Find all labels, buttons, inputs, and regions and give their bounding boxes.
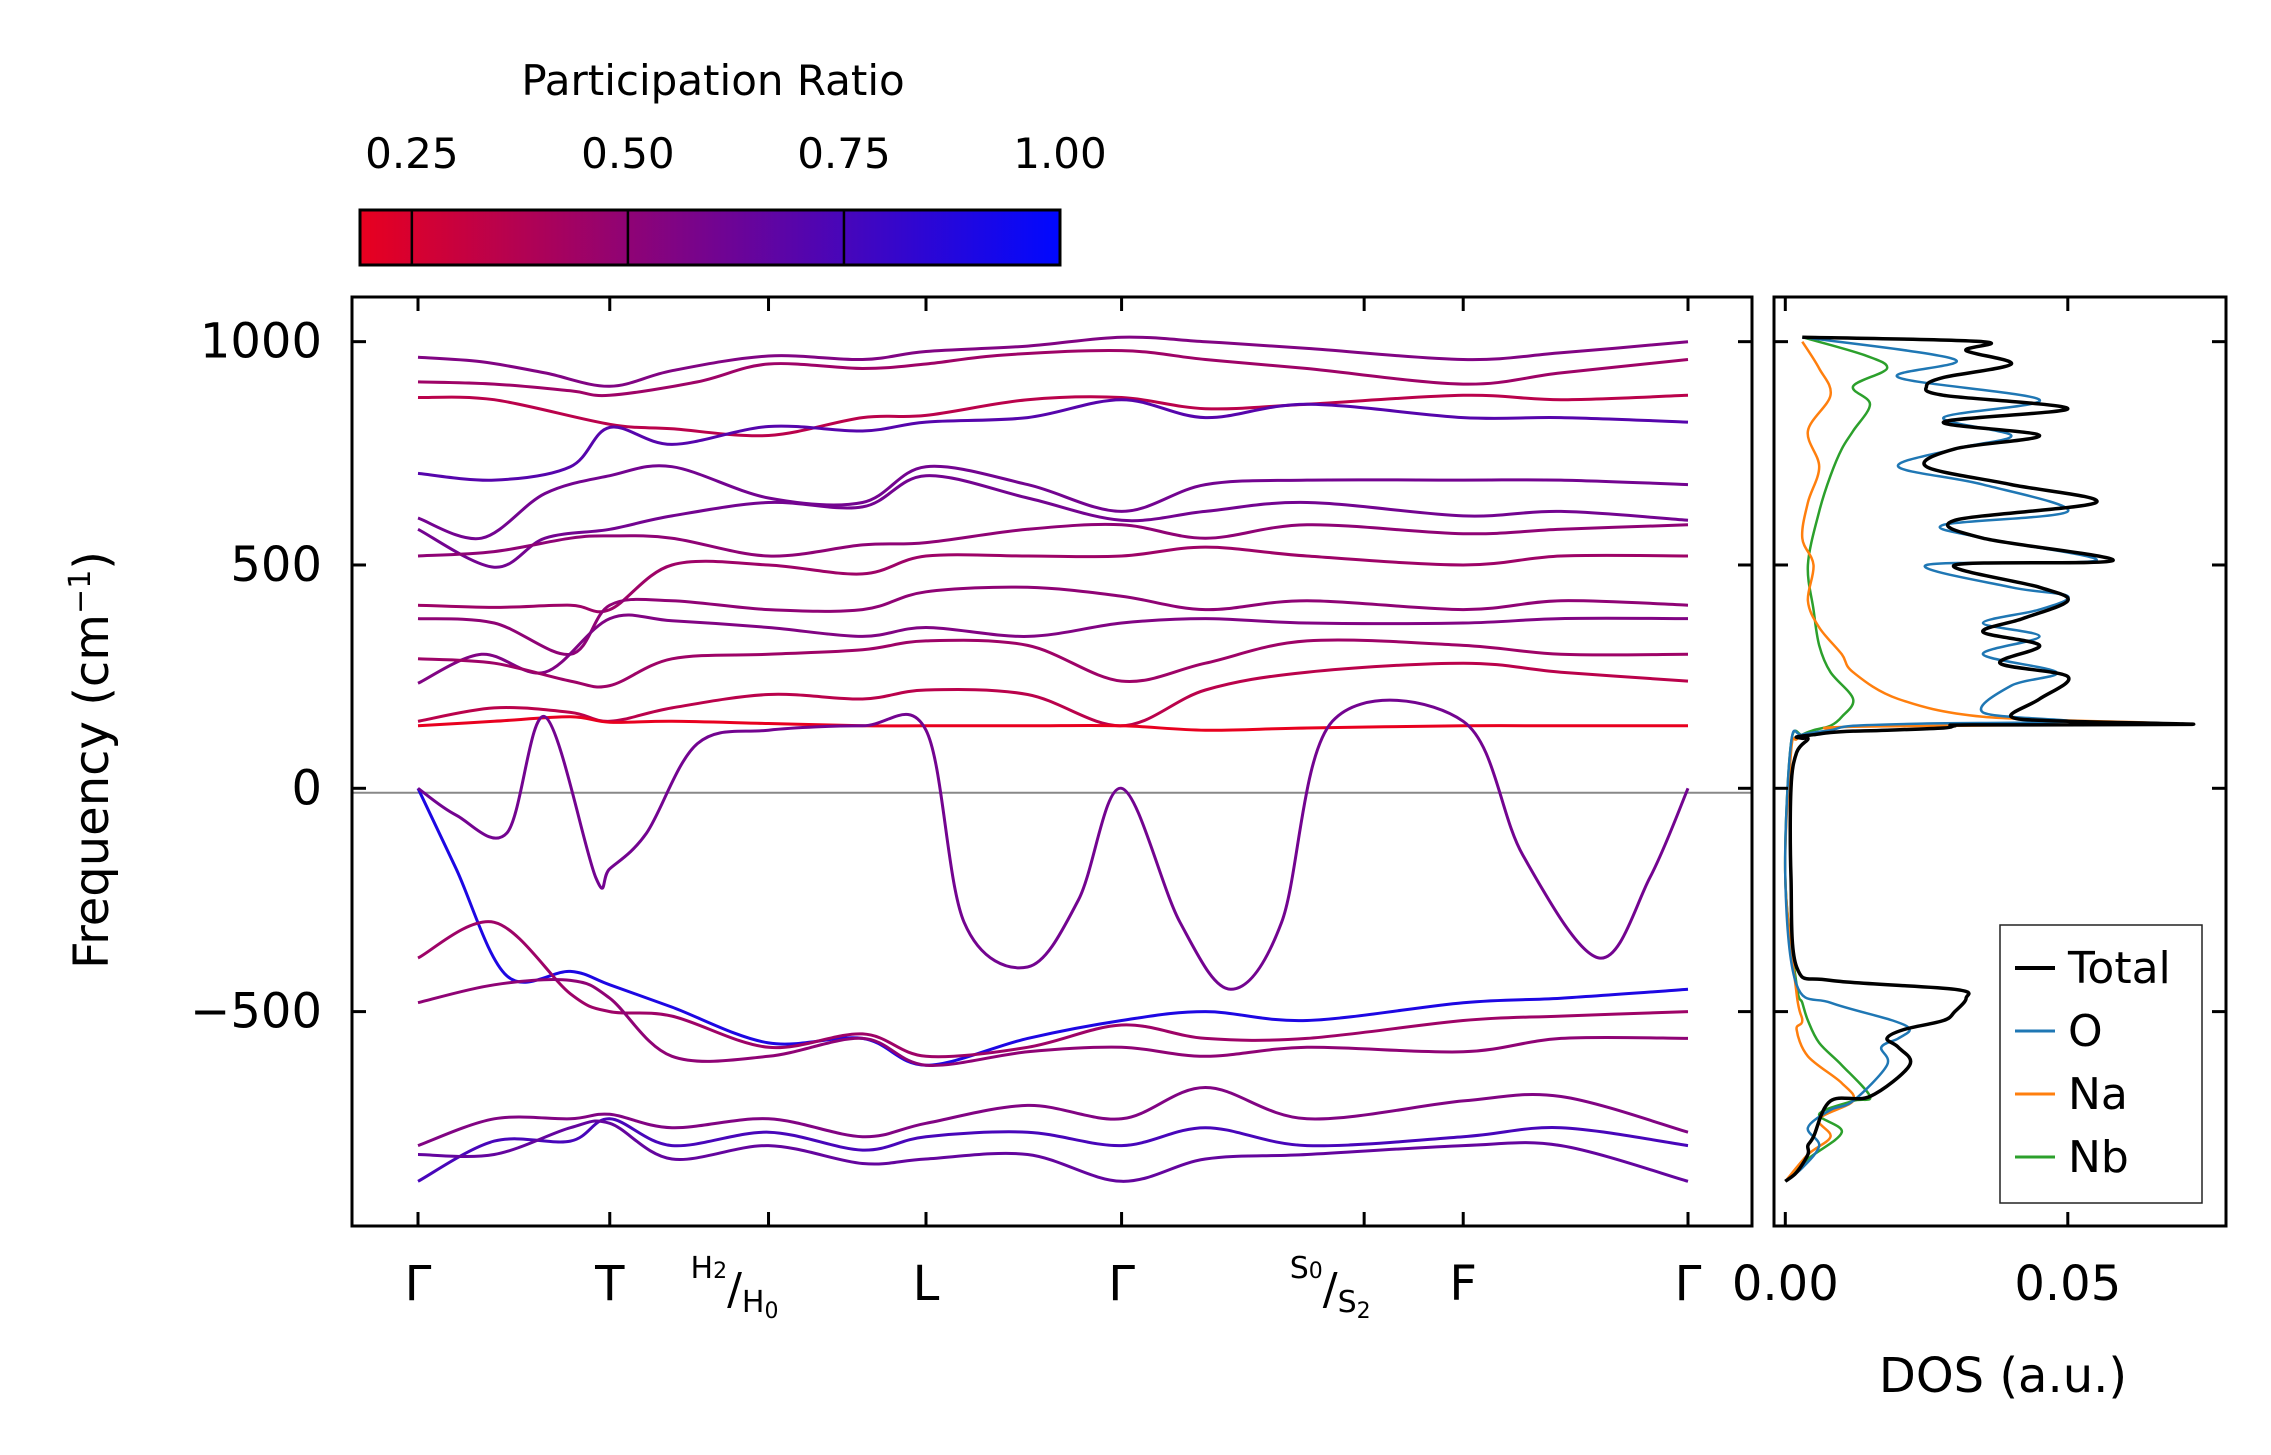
legend-label: Nb	[2068, 1132, 2129, 1183]
band-line	[417, 1119, 1689, 1183]
legend: Total O Na Nb	[1999, 924, 2203, 1204]
kpoint-label: Γ	[1108, 1256, 1135, 1312]
dos-panel: 0.00 0.05 DOS (a.u.) Total O Na Nb	[1732, 295, 2228, 1404]
legend-label: Na	[2068, 1069, 2128, 1120]
dos-line-na	[1783, 341, 2156, 1183]
colorbar-title: Participation Ratio	[521, 56, 904, 105]
colorbar-gradient	[358, 208, 1062, 267]
colorbar-tick-label: 0.25	[365, 129, 459, 178]
y-tick-label: 0	[291, 760, 322, 816]
band-line	[417, 393, 1689, 438]
colorbar-tick-label: 0.50	[581, 129, 675, 178]
kpoint-label: T	[594, 1256, 625, 1312]
dos-panel-frame	[1772, 295, 2228, 1228]
band-line	[417, 335, 1689, 388]
band-line	[417, 698, 1690, 991]
band-line	[417, 978, 1689, 1067]
band-line	[417, 522, 1689, 558]
band-line	[417, 464, 1689, 541]
colorbar: Participation Ratio 0.25 0.50 0.75 1.00	[358, 56, 1107, 267]
kpoint-label: S0/S2	[1290, 1251, 1371, 1324]
band-line	[417, 715, 1688, 732]
legend-label: Total	[2067, 943, 2171, 994]
band-panel-frame	[350, 295, 1754, 1228]
band-line	[417, 474, 1689, 569]
band-line	[417, 613, 1689, 685]
band-line	[417, 661, 1689, 728]
kpoint-label: F	[1449, 1256, 1477, 1312]
colorbar-tick-label: 1.00	[1013, 129, 1107, 178]
colorbar-tick-label: 0.75	[797, 129, 891, 178]
kpoint-label: L	[913, 1256, 940, 1312]
kpoint-label: Γ	[1675, 1256, 1702, 1312]
dos-x-axis-label: DOS (a.u.)	[1879, 1348, 2127, 1404]
kpoint-label: Γ	[405, 1256, 432, 1312]
band-line	[417, 1085, 1689, 1148]
dos-x-tick-label: 0.05	[2014, 1256, 2121, 1312]
band-line	[417, 348, 1689, 398]
band-structure-panel: −500 0 500 1000 Γ T H2/H0 L Γ S0/S2 F Γ Frequency …	[63, 295, 1754, 1324]
dos-line-nb	[1783, 335, 1889, 1183]
dos-line-total	[1784, 335, 2196, 1183]
y-tick-label: −500	[190, 984, 322, 1040]
y-tick-label: 1000	[200, 314, 322, 370]
band-line	[417, 398, 1689, 482]
kpoint-label: H2/H0	[691, 1251, 779, 1324]
dos-x-tick-label: 0.00	[1732, 1256, 1839, 1312]
y-tick-label: 500	[230, 537, 322, 593]
band-line	[417, 638, 1689, 689]
legend-label: O	[2068, 1006, 2103, 1057]
band-line	[417, 1117, 1689, 1183]
band-line	[417, 545, 1689, 614]
band-line	[417, 920, 1689, 1059]
band-line	[416, 787, 1689, 1067]
y-axis-label: Frequency (cm−1)	[63, 551, 120, 969]
